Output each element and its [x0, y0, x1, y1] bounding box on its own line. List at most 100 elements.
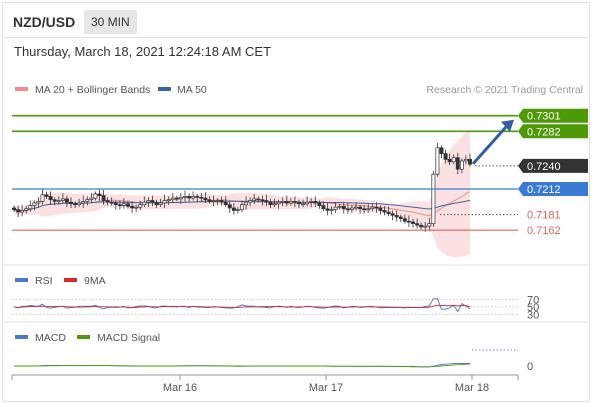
candle-body	[370, 206, 375, 210]
candle-body	[358, 206, 363, 210]
support-1-tag-label: 0.7212	[527, 184, 561, 196]
candle-body	[130, 205, 135, 209]
candle-body	[231, 207, 236, 211]
candle-body	[113, 202, 118, 205]
candle-body	[447, 158, 452, 163]
candle-body	[73, 203, 78, 206]
candle-body	[268, 201, 273, 206]
rsi-tick-label: 30	[527, 309, 539, 321]
candle-body	[16, 209, 21, 213]
rsi-ma-line	[13, 304, 471, 309]
candle-body	[406, 220, 411, 223]
candle-body	[199, 196, 204, 199]
candle-body	[109, 201, 114, 204]
candle-body	[394, 215, 399, 218]
candle-body	[154, 201, 159, 206]
candle-body	[443, 153, 448, 160]
candle-body	[32, 202, 37, 206]
current-price-tag-bg	[518, 158, 588, 173]
candle-body	[463, 158, 468, 162]
candle-body	[419, 224, 424, 228]
candle-body	[402, 218, 407, 222]
x-axis-label: Mar 16	[163, 382, 197, 394]
candle-body	[40, 194, 45, 202]
candle-body	[244, 201, 249, 206]
candle-body	[142, 201, 147, 206]
macd-plot: 0	[14, 349, 533, 373]
x-axis-label: Mar 18	[455, 382, 489, 394]
candle-body	[390, 213, 395, 216]
rsi-tick-label: 70	[527, 294, 539, 306]
candle-body	[431, 173, 436, 225]
candle-body	[317, 202, 322, 206]
rsi-legend-label: RSI	[35, 275, 53, 287]
support-1-tag-bg	[518, 182, 588, 196]
main-plot: 0.7301 0.7282 0.7240 0.7212 0.7181 0.7162	[12, 108, 588, 258]
candle-body	[415, 223, 420, 226]
candle-body	[309, 201, 314, 203]
candle-body	[280, 201, 285, 203]
candle-body	[235, 209, 240, 211]
candle-body	[121, 203, 126, 206]
ma50-legend-swatch	[158, 87, 171, 91]
candle-body	[24, 208, 29, 211]
candle-body	[337, 205, 342, 208]
candle-body	[48, 196, 53, 201]
candle-body	[272, 203, 277, 206]
candle-body	[150, 200, 155, 203]
candle-body	[427, 223, 432, 227]
candle-body	[44, 194, 49, 197]
candle-body	[333, 206, 338, 210]
candle-body	[468, 158, 472, 165]
macd-zero-label: 0	[527, 361, 533, 373]
candle-body	[28, 205, 33, 210]
candle-body	[191, 196, 196, 199]
candle-body	[89, 197, 94, 201]
candle-body	[166, 199, 171, 202]
candle-body	[439, 147, 444, 154]
candle-body	[36, 201, 41, 204]
candle-body	[215, 200, 220, 202]
candle-body	[240, 204, 244, 210]
candle-body	[170, 197, 175, 201]
rsi-tick-label: 50	[527, 302, 539, 314]
candle-body	[248, 200, 253, 203]
candle-body	[81, 201, 86, 204]
support-3-tag-label: 0.7162	[527, 225, 561, 237]
rsi-ma-legend-label: 9MA	[84, 275, 106, 287]
candle-body	[301, 203, 306, 206]
candle-body	[260, 199, 265, 202]
candle-body	[305, 201, 310, 205]
candle-body	[378, 207, 383, 211]
resistance-1-tag-label: 0.7282	[527, 126, 561, 138]
candle-body	[227, 204, 232, 209]
candle-body	[354, 206, 358, 209]
forecast-arrow-head	[501, 119, 514, 132]
interval-badge[interactable]: 30 MIN	[84, 10, 137, 34]
resistance-2-tag-label: 0.7301	[527, 111, 561, 123]
candle-body	[134, 206, 139, 209]
candle-body	[264, 200, 269, 203]
support-2-tag-label: 0.7181	[527, 210, 561, 222]
bollinger-band	[14, 129, 470, 258]
candle-body	[203, 197, 208, 201]
candle-body	[12, 207, 16, 210]
candle-body	[313, 201, 318, 204]
candle-body	[126, 203, 130, 207]
candle-body	[77, 202, 82, 205]
candle-body	[158, 202, 163, 205]
x-axis: Mar 16 Mar 17 Mar 18	[11, 375, 519, 394]
x-axis-label: Mar 17	[309, 382, 343, 394]
candle-body	[349, 207, 354, 210]
chart-header: NZD/USD 30 MIN	[2, 2, 590, 38]
macd-signal-line	[14, 363, 471, 368]
candle-body	[459, 160, 464, 170]
candle-body	[223, 201, 228, 206]
chart-timestamp: Thursday, March 18, 2021 12:24:18 AM CET	[14, 44, 272, 59]
macd-legend-label: MACD	[35, 332, 66, 344]
ma20-legend-label: MA 20 + Bollinger Bands	[35, 84, 150, 96]
candle-body	[219, 200, 224, 203]
